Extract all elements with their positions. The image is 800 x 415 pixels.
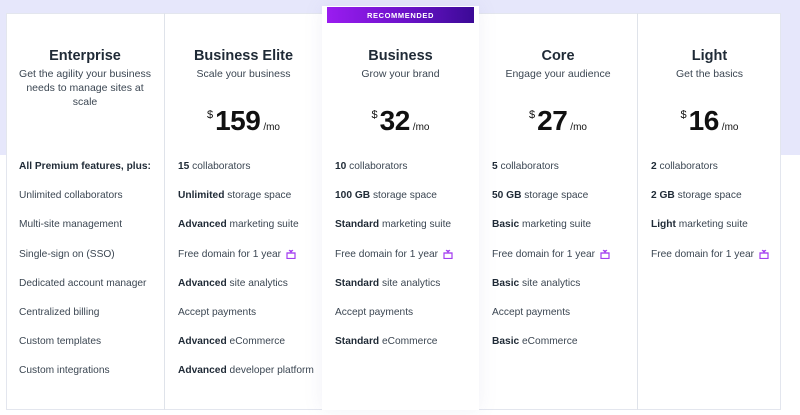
feature-item: Free domain for 1 year xyxy=(651,248,775,277)
feature-item: Standard eCommerce xyxy=(335,336,438,348)
feature-item: Basic site analytics xyxy=(492,277,581,289)
gift-icon xyxy=(443,249,453,263)
feature-item: Advanced eCommerce xyxy=(178,336,286,348)
plan-column-enterprise: Enterprise Get the agility your business… xyxy=(6,13,164,410)
feature-item: 5 collaborators xyxy=(492,161,559,172)
price-amount: 16 xyxy=(688,105,720,136)
feature-item: Light marketing suite xyxy=(651,219,748,231)
feature-item: All Premium features, plus: xyxy=(19,161,151,172)
feature-item: 100 GB storage space xyxy=(335,190,437,202)
feature-item: 2 collaborators xyxy=(651,161,718,172)
feature-item: Single-sign on (SSO) xyxy=(19,248,115,260)
feature-item: Advanced developer platform xyxy=(178,365,314,377)
feature-item: Unlimited collaborators xyxy=(19,190,123,202)
feature-item: 10 collaborators xyxy=(335,161,408,172)
feature-item: 2 GB storage space xyxy=(651,190,742,202)
price-currency: $ xyxy=(529,109,536,121)
plan-name: Light xyxy=(691,48,728,64)
gift-icon xyxy=(286,249,296,263)
price-period: /mo xyxy=(721,122,739,133)
plan-subtitle: Scale your business xyxy=(196,68,291,80)
plan-price: $27/mo xyxy=(479,105,637,137)
plan-price: $16/mo xyxy=(638,105,781,137)
price-currency: $ xyxy=(206,109,214,121)
feature-list: 5 collaborators 50 GB storage space Basi… xyxy=(492,160,631,364)
plan-name: Core xyxy=(541,48,575,64)
feature-item: Accept payments xyxy=(335,306,414,318)
recommended-badge: RECOMMENDED xyxy=(327,7,474,23)
gift-icon xyxy=(600,249,610,263)
price-period: /mo xyxy=(412,122,430,133)
plan-price: $32/mo xyxy=(322,105,479,137)
feature-item: Unlimited storage space xyxy=(178,190,292,202)
price-period: /mo xyxy=(263,122,280,133)
feature-item: Centralized billing xyxy=(19,306,100,318)
feature-item: Standard marketing suite xyxy=(335,219,452,231)
feature-item: Dedicated account manager xyxy=(19,277,147,289)
feature-item: Advanced site analytics xyxy=(178,277,288,289)
plan-price: $159/mo xyxy=(165,105,322,137)
price-currency: $ xyxy=(371,109,378,121)
feature-item: Standard site analytics xyxy=(335,277,441,289)
feature-list: 10 collaborators 100 GB storage space St… xyxy=(335,160,473,364)
feature-item: Basic eCommerce xyxy=(492,336,578,348)
plan-subtitle: Engage your audience xyxy=(505,68,611,80)
feature-item: Free domain for 1 year xyxy=(335,248,473,277)
plan-name: Enterprise xyxy=(49,48,121,64)
plan-name: Business Elite xyxy=(193,48,294,64)
feature-item: 50 GB storage space xyxy=(492,190,589,202)
plan-subtitle: Grow your brand xyxy=(361,68,440,80)
feature-item: Custom templates xyxy=(19,336,102,348)
plan-subtitle: Get the agility your business needs to m… xyxy=(19,68,151,108)
feature-item: Custom integrations xyxy=(19,365,110,377)
price-amount: 32 xyxy=(379,105,411,136)
price-currency: $ xyxy=(680,109,687,121)
feature-item: Advanced marketing suite xyxy=(178,219,299,231)
price-amount: 27 xyxy=(537,105,568,136)
feature-item: Accept payments xyxy=(492,306,571,318)
feature-item: Free domain for 1 year xyxy=(178,248,316,277)
plan-name: Business xyxy=(368,48,433,64)
feature-item: 15 collaborators xyxy=(178,161,251,172)
plan-column-business-elite: Business Elite Scale your business $159/… xyxy=(164,13,322,410)
plan-column-light: Light Get the basics $16/mo 2 collaborat… xyxy=(637,13,781,410)
feature-item: Free domain for 1 year xyxy=(492,248,631,277)
feature-item: Accept payments xyxy=(178,306,257,318)
feature-list: All Premium features, plus: Unlimited co… xyxy=(19,160,158,394)
price-amount: 159 xyxy=(215,105,261,136)
feature-list: 15 collaborators Unlimited storage space… xyxy=(178,160,316,394)
feature-item: Multi-site management xyxy=(19,219,123,231)
price-period: /mo xyxy=(570,122,587,133)
feature-item: Basic marketing suite xyxy=(492,219,592,231)
plan-subtitle: Get the basics xyxy=(675,68,744,80)
plan-column-business: RECOMMENDED Business Grow your brand $32… xyxy=(322,6,479,410)
plan-column-core: Core Engage your audience $27/mo 5 colla… xyxy=(479,13,637,410)
gift-icon xyxy=(759,249,769,263)
feature-list: 2 collaborators 2 GB storage space Light… xyxy=(651,160,775,277)
